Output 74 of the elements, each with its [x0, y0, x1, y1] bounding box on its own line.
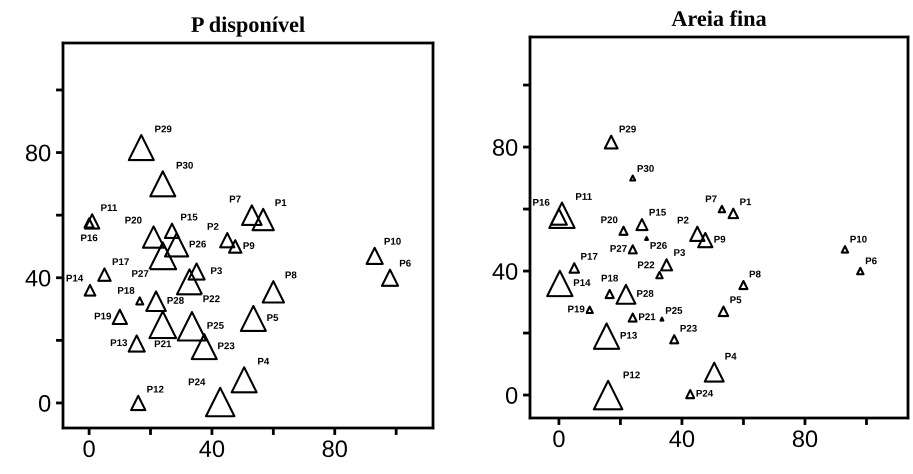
annotation: P14 [66, 274, 84, 282]
annotation: P18 [602, 274, 618, 282]
annotation: P7 [706, 195, 717, 202]
annotation: P23 [680, 324, 697, 332]
chart-title: Areia fina [672, 10, 766, 26]
annotation: P13 [110, 339, 128, 346]
annotation: P25 [666, 307, 682, 314]
annotation: P3 [674, 249, 686, 256]
annotation: P26 [190, 240, 206, 248]
annotation: P20 [601, 216, 618, 224]
annotation: P26 [650, 242, 667, 249]
annotation: P22 [638, 261, 654, 268]
annotation: P16 [81, 234, 98, 242]
annotation: P13 [620, 332, 637, 339]
x-tick-label: 0 [83, 440, 95, 458]
annotation: P7 [230, 196, 241, 202]
annotation: P16 [533, 198, 550, 206]
annotation: P28 [167, 296, 184, 304]
annotation: P4 [258, 358, 270, 365]
annotation: P24 [188, 378, 206, 386]
annotation: P9 [243, 242, 254, 250]
x-tick-label: 40 [669, 430, 694, 448]
annotation: P15 [650, 208, 666, 216]
annotation: P21 [154, 340, 172, 348]
annotation: P24 [696, 390, 714, 397]
annotation: P12 [624, 371, 640, 378]
y-tick-label: 40 [25, 270, 50, 287]
annotation: P18 [118, 286, 134, 294]
y-tick-label: 0 [506, 387, 518, 404]
chart-title: P disponível [191, 16, 305, 37]
annotation: P15 [181, 214, 198, 220]
annotation: P8 [286, 271, 296, 278]
annotation: P10 [384, 238, 401, 245]
annotation: P11 [576, 193, 592, 200]
annotation: P20 [125, 216, 142, 224]
annotation: P30 [176, 162, 193, 169]
x-tick-label: 0 [553, 430, 565, 448]
y-tick-label: 80 [492, 139, 518, 156]
annotation: P6 [400, 260, 411, 267]
x-tick-label: 40 [199, 440, 224, 458]
annotation: P30 [638, 165, 654, 172]
annotation: P19 [568, 306, 584, 312]
annotation: P8 [750, 270, 761, 278]
annotation: P17 [112, 258, 129, 266]
annotation: P9 [714, 236, 726, 243]
annotation: P29 [620, 126, 636, 132]
annotation: P14 [574, 279, 590, 286]
y-tick-label: 80 [26, 144, 50, 162]
annotation: P10 [850, 236, 867, 243]
annotation: P4 [725, 352, 737, 360]
annotation: P27 [132, 270, 148, 277]
annotation: P2 [208, 222, 218, 230]
x-tick-label: 80 [322, 440, 347, 458]
annotation: P21 [638, 313, 656, 320]
annotation: P6 [866, 257, 877, 264]
annotation: P25 [207, 322, 224, 329]
annotation: P27 [610, 245, 627, 252]
annotation: P3 [211, 267, 222, 274]
annotation: P2 [678, 216, 689, 224]
annotation: P28 [637, 290, 654, 297]
annotation: P1 [275, 199, 286, 206]
annotation: P22 [203, 295, 220, 302]
annotation: P1 [740, 198, 752, 206]
y-tick-label: 0 [38, 395, 50, 412]
annotation: P23 [218, 342, 234, 350]
y-tick-label: 40 [492, 263, 518, 280]
annotation: P11 [101, 204, 118, 212]
x-tick-label: 80 [792, 430, 818, 448]
annotation: P17 [581, 253, 598, 260]
annotation: P5 [730, 296, 742, 304]
annotation: P5 [267, 314, 278, 322]
annotation: P19 [94, 312, 112, 320]
annotation: P12 [147, 386, 164, 393]
annotation: P29 [155, 126, 172, 132]
